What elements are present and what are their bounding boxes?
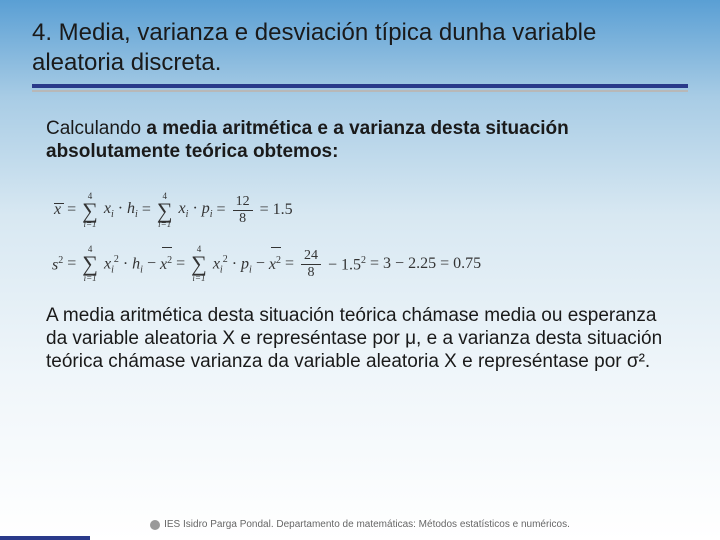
result: = 3 − 2.25 = 0.75 xyxy=(370,255,481,273)
eq: = xyxy=(67,255,76,273)
s2: s2 xyxy=(52,255,63,274)
formula-variance: s2 = 4 ∑ i=1 xi2 · hi − x2 = 4 ∑ i=1 xi2… xyxy=(52,245,674,283)
eq: = xyxy=(67,201,76,219)
result: = 1.5 xyxy=(260,201,293,219)
minus: − xyxy=(147,255,156,273)
title-underline xyxy=(32,84,688,88)
xbar-symbol: x xyxy=(52,201,63,219)
fraction: 24 8 xyxy=(301,249,321,280)
formula-block: x = 4 ∑ i=1 xi · hi = 4 ∑ i=1 xi · pi = … xyxy=(46,192,674,284)
content-area: Calculando a media aritmética e a varian… xyxy=(32,118,688,374)
sigma-3: 4 ∑ i=1 xyxy=(82,245,98,283)
footer: IES Isidro Parga Pondal. Departamento de… xyxy=(0,519,720,530)
intro-prefix: Calculando xyxy=(46,118,146,139)
eq: = xyxy=(176,255,185,273)
formula-mean: x = 4 ∑ i=1 xi · hi = 4 ∑ i=1 xi · pi = … xyxy=(52,192,674,230)
term: xi2 · pi xyxy=(213,254,252,276)
sigma-4: 4 ∑ i=1 xyxy=(191,245,207,283)
title-shadow xyxy=(32,90,688,92)
tail: − 1.52 xyxy=(328,255,366,274)
eq: = xyxy=(285,255,294,273)
body-paragraph: A media aritmética desta situación teóri… xyxy=(46,305,674,373)
minus: − xyxy=(256,255,265,273)
eq: = xyxy=(217,201,226,219)
eq: = xyxy=(142,201,151,219)
sigma-2: 4 ∑ i=1 xyxy=(157,192,173,230)
term: xi · hi xyxy=(104,200,138,220)
bottom-accent-bar xyxy=(0,536,90,540)
sigma-1: 4 ∑ i=1 xyxy=(82,192,98,230)
term: xi · pi xyxy=(179,200,213,220)
slide: 4. Media, varianza e desviación típica d… xyxy=(0,0,720,540)
footer-text: IES Isidro Parga Pondal. Departamento de… xyxy=(164,519,570,530)
footer-icon xyxy=(150,520,160,530)
term: xi2 · hi xyxy=(104,254,143,276)
intro-text: Calculando a media aritmética e a varian… xyxy=(46,118,674,164)
xbar2: x2 xyxy=(160,255,172,274)
fraction: 12 8 xyxy=(233,195,253,226)
slide-title: 4. Media, varianza e desviación típica d… xyxy=(32,18,688,78)
xbar2b: x2 xyxy=(269,255,281,274)
